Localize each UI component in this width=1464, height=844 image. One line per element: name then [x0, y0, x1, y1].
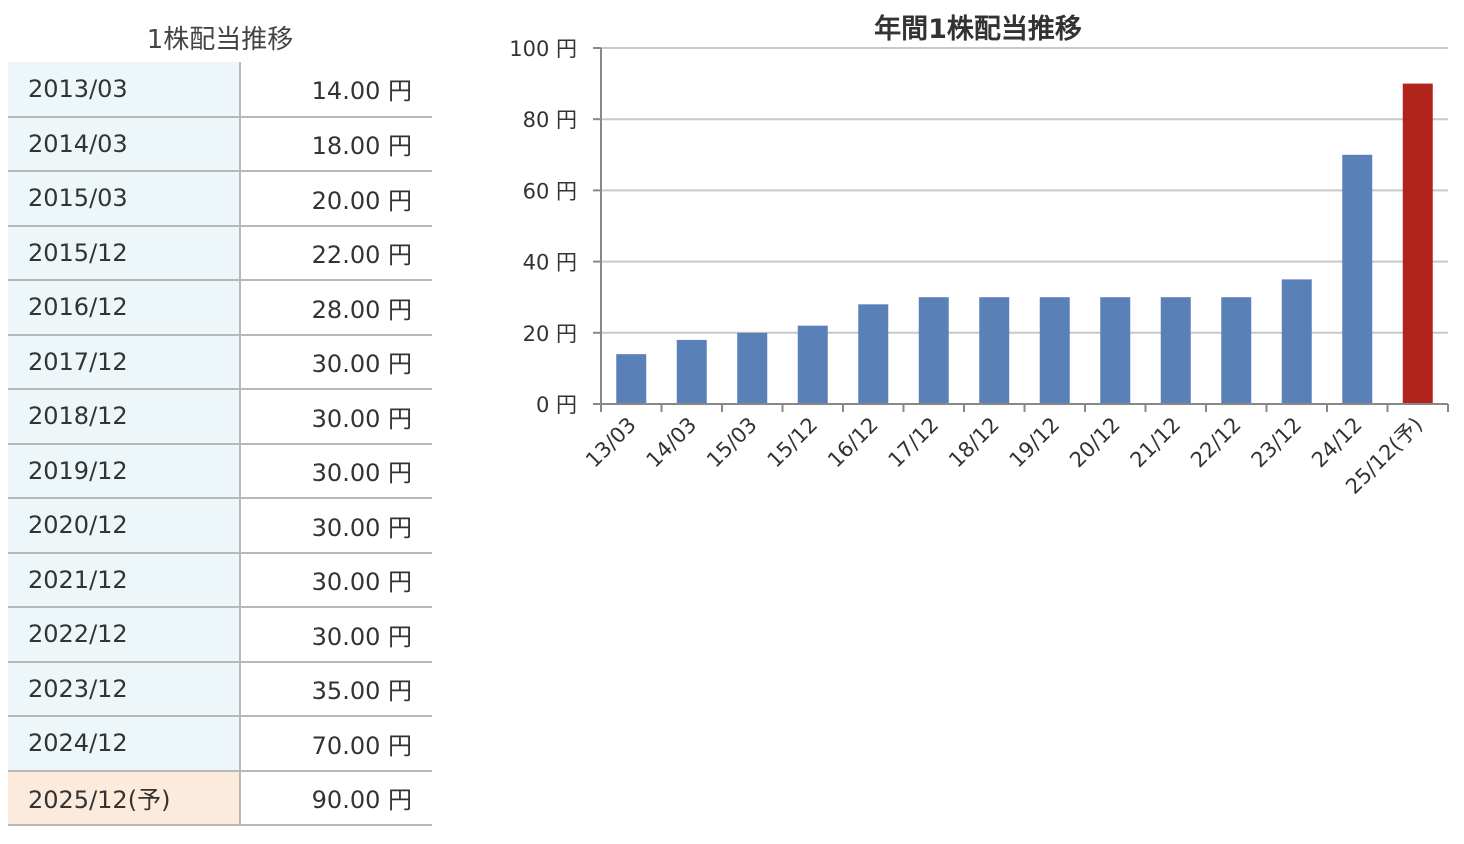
bar: [797, 325, 828, 404]
table-row: 2021/12 30.00 円: [8, 552, 432, 608]
bar: [1342, 154, 1373, 404]
y-tick-label: 60 円: [523, 179, 577, 203]
x-tick-label: 19/12: [1005, 413, 1065, 473]
table-row: 2025/12(予) 90.00 円: [8, 770, 432, 826]
table-row: 2024/12 70.00 円: [8, 716, 432, 772]
table-row: 2018/12 30.00 円: [8, 389, 432, 445]
x-axis-ticks: 13/03 14/03 15/03 15/12 16/12 17/12 18/12 19/12…: [581, 404, 1449, 499]
bar: [979, 297, 1010, 404]
amount-cell: 28.00 円: [240, 280, 432, 336]
bar: [737, 332, 768, 404]
dividend-chart-panel: 年間1株配当推移 0 円 20 円 40 円 60 円 80 円 100 円 13/03 1…: [490, 0, 1464, 540]
bar: [918, 297, 949, 404]
y-tick-label: 0 円: [536, 393, 577, 417]
bar: [1100, 297, 1131, 404]
period-cell: 2024/12: [8, 716, 241, 772]
y-tick-label: 20 円: [523, 322, 577, 346]
x-tick-label: 18/12: [944, 413, 1004, 473]
chart-grid: [601, 47, 1448, 334]
x-tick-label: 15/03: [702, 413, 762, 473]
table-row: 2017/12 30.00 円: [8, 334, 432, 390]
period-cell: 2015/03: [8, 171, 241, 227]
amount-cell: 35.00 円: [240, 661, 432, 717]
x-tick-label: 20/12: [1065, 413, 1125, 473]
bar: [1039, 297, 1070, 404]
amount-cell: 18.00 円: [240, 116, 432, 172]
period-cell: 2015/12: [8, 225, 241, 281]
x-tick-label: 24/12: [1307, 413, 1367, 473]
table-row: 2015/03 20.00 円: [8, 171, 432, 227]
amount-cell: 22.00 円: [240, 225, 432, 281]
period-cell: 2018/12: [8, 389, 241, 445]
amount-cell: 90.00 円: [240, 770, 432, 826]
table-row: 2015/12 22.00 円: [8, 225, 432, 281]
amount-cell: 30.00 円: [240, 443, 432, 499]
period-cell: 2014/03: [8, 116, 241, 172]
period-cell: 2020/12: [8, 498, 241, 554]
table-row: 2013/03 14.00 円: [8, 62, 432, 118]
x-tick-label: 22/12: [1186, 413, 1246, 473]
table-row: 2019/12 30.00 円: [8, 443, 432, 499]
period-cell: 2023/12: [8, 661, 241, 717]
x-tick-label: 13/03: [581, 413, 641, 473]
amount-cell: 70.00 円: [240, 716, 432, 772]
table-row: 2022/12 30.00 円: [8, 607, 432, 663]
amount-cell: 30.00 円: [240, 334, 432, 390]
period-cell: 2016/12: [8, 280, 241, 336]
amount-cell: 30.00 円: [240, 498, 432, 554]
x-tick-label: 21/12: [1126, 413, 1186, 473]
amount-cell: 30.00 円: [240, 607, 432, 663]
table-row: 2020/12 30.00 円: [8, 498, 432, 554]
x-tick-label: 15/12: [763, 413, 823, 473]
bar: [616, 354, 647, 404]
bar: [676, 339, 707, 404]
chart-axes: [600, 48, 1448, 405]
x-tick-label: 17/12: [884, 413, 944, 473]
amount-cell: 30.00 円: [240, 552, 432, 608]
x-tick-label: 23/12: [1247, 413, 1307, 473]
dividend-table: 2013/03 14.00 円 2014/03 18.00 円 2015/03 20.00…: [8, 62, 432, 826]
y-tick-label: 100 円: [509, 37, 577, 61]
table-row: 2023/12 35.00 円: [8, 661, 432, 717]
y-tick-label: 40 円: [523, 251, 577, 275]
chart-title: 年間1株配当推移: [874, 13, 1082, 45]
y-axis-ticks: 0 円 20 円 40 円 60 円 80 円 100 円: [509, 37, 601, 417]
bar: [1160, 297, 1191, 404]
period-cell: 2022/12: [8, 607, 241, 663]
table-row: 2016/12 28.00 円: [8, 280, 432, 336]
amount-cell: 30.00 円: [240, 389, 432, 445]
y-tick-label: 80 円: [523, 108, 577, 132]
amount-cell: 14.00 円: [240, 62, 432, 118]
x-tick-label: 14/03: [642, 413, 702, 473]
period-cell: 2021/12: [8, 552, 241, 608]
amount-cell: 20.00 円: [240, 171, 432, 227]
period-cell: 2017/12: [8, 334, 241, 390]
period-cell: 2013/03: [8, 62, 241, 118]
table-row: 2014/03 18.00 円: [8, 116, 432, 172]
chart-bars: [616, 83, 1433, 404]
table-title: 1株配当推移: [146, 25, 294, 55]
bar: [858, 304, 889, 404]
period-cell: 2025/12(予): [8, 770, 241, 826]
period-cell: 2019/12: [8, 443, 241, 499]
forecast-bar: [1402, 83, 1433, 404]
dividend-table-panel: 1株配当推移 2013/03 14.00 円 2014/03 18.00 円 2015/…: [8, 14, 432, 826]
bar: [1221, 297, 1252, 404]
x-tick-label: 16/12: [823, 413, 883, 473]
bar: [1281, 279, 1312, 404]
